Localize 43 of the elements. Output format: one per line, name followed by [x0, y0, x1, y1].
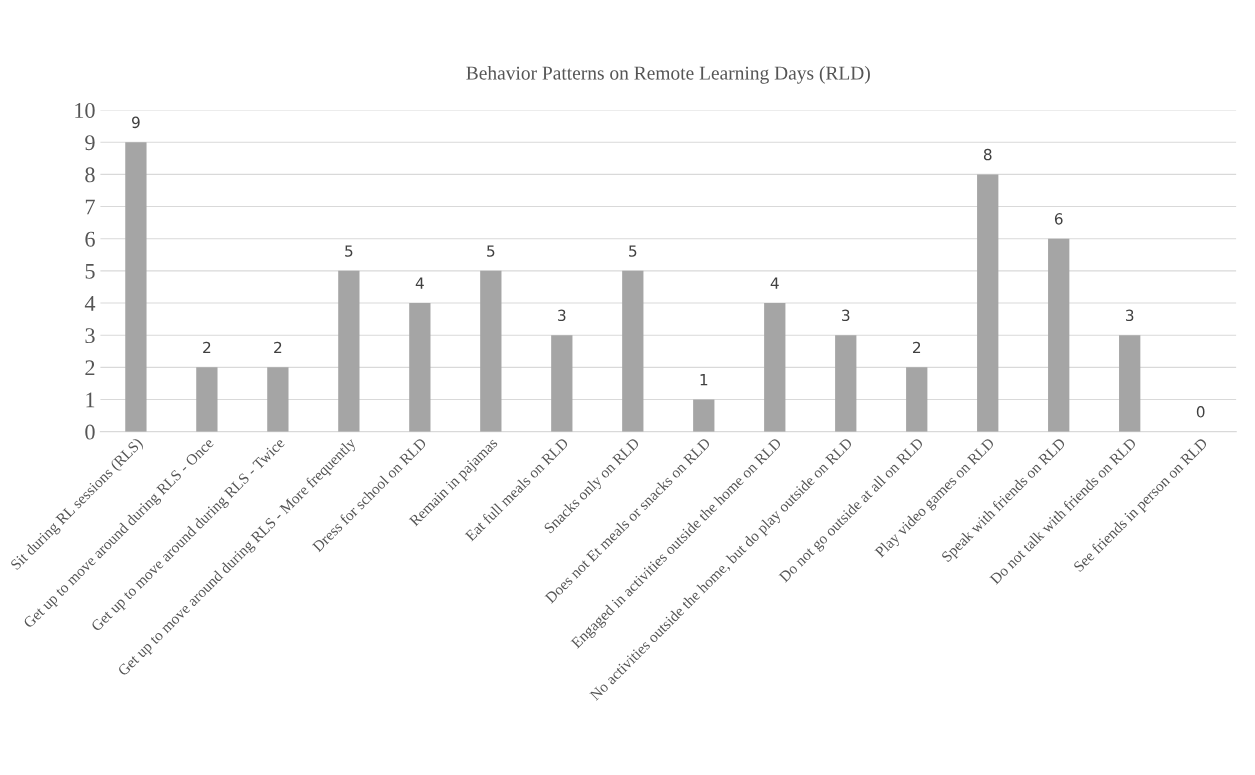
data-label: 5 — [345, 245, 353, 257]
data-label: 0 — [1196, 406, 1205, 418]
data-label: 4 — [770, 277, 779, 289]
bar — [480, 270, 502, 432]
data-label: 6 — [1054, 213, 1063, 225]
data-label: 8 — [983, 148, 992, 161]
y-tick-label: 2 — [85, 360, 95, 376]
data-label: 3 — [1126, 309, 1134, 322]
bar — [551, 335, 573, 432]
data-label: 2 — [913, 341, 921, 354]
bar — [977, 174, 999, 432]
bar — [693, 399, 715, 432]
y-tick-label: 6 — [85, 231, 95, 247]
bar — [267, 367, 289, 432]
bar — [764, 303, 786, 432]
y-tick-label: 7 — [85, 199, 95, 215]
chart-title: Behavior Patterns on Remote Learning Days (RLD) — [466, 66, 870, 84]
data-label: 2 — [274, 341, 282, 354]
data-label: 2 — [203, 341, 211, 354]
bar — [1119, 335, 1141, 432]
y-tick-label: 10 — [75, 102, 95, 118]
data-label: 9 — [131, 116, 140, 129]
bar — [196, 367, 218, 432]
bar — [622, 270, 644, 432]
data-label: 5 — [487, 245, 495, 257]
y-tick-label: 0 — [85, 424, 95, 440]
y-tick-label: 5 — [85, 264, 95, 279]
bar — [409, 303, 431, 432]
y-tick-label: 8 — [85, 167, 95, 183]
y-tick-label: 1 — [86, 392, 95, 408]
y-tick-label: 9 — [85, 135, 95, 151]
data-label: 1 — [700, 374, 708, 386]
data-label: 5 — [629, 245, 637, 257]
data-label: 3 — [558, 309, 566, 322]
bar — [338, 270, 360, 432]
y-tick-label: 4 — [84, 296, 96, 311]
bar — [1048, 238, 1070, 432]
bar — [906, 367, 928, 432]
y-tick-label: 3 — [85, 328, 95, 344]
bar — [125, 142, 147, 432]
data-label: 3 — [842, 309, 850, 322]
data-label: 4 — [415, 277, 424, 289]
bar — [835, 335, 857, 432]
